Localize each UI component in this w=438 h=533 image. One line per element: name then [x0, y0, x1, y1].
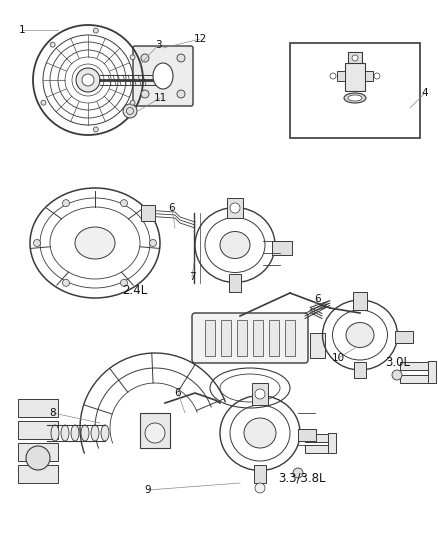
Ellipse shape [244, 418, 276, 448]
Ellipse shape [91, 425, 99, 441]
Bar [285, 320, 295, 356]
Bar [298, 429, 316, 441]
Ellipse shape [61, 425, 69, 441]
Circle shape [123, 104, 137, 118]
Bar [310, 333, 325, 358]
Bar [395, 331, 413, 343]
Bar [141, 205, 155, 221]
Bar [269, 320, 279, 356]
Bar [400, 362, 430, 370]
Circle shape [293, 468, 303, 478]
Circle shape [76, 68, 100, 92]
Circle shape [26, 446, 50, 470]
Circle shape [230, 203, 240, 213]
Bar [237, 320, 247, 356]
Bar [272, 241, 292, 255]
Text: 11: 11 [153, 93, 166, 103]
Text: 4: 4 [422, 88, 428, 98]
Text: 6: 6 [175, 388, 181, 398]
Ellipse shape [344, 93, 366, 103]
Bar [229, 274, 241, 292]
Bar [18, 421, 58, 439]
FancyBboxPatch shape [192, 313, 308, 363]
Bar [353, 292, 367, 310]
Ellipse shape [220, 231, 250, 259]
Bar [428, 361, 436, 383]
Ellipse shape [75, 227, 115, 259]
Text: 3.0L: 3.0L [385, 357, 410, 369]
Circle shape [33, 239, 40, 246]
Bar [18, 443, 58, 461]
Circle shape [63, 279, 70, 286]
Bar [205, 320, 215, 356]
Ellipse shape [71, 425, 79, 441]
Circle shape [374, 73, 380, 79]
Bar [253, 320, 263, 356]
Bar [400, 375, 430, 383]
Ellipse shape [153, 63, 173, 89]
Circle shape [177, 54, 185, 62]
Bar [270, 335, 305, 343]
Circle shape [130, 55, 135, 60]
Circle shape [149, 239, 156, 246]
Circle shape [330, 73, 336, 79]
Circle shape [352, 55, 358, 61]
Bar [221, 320, 231, 356]
Text: 8: 8 [49, 408, 57, 418]
Circle shape [255, 389, 265, 399]
Bar [254, 465, 266, 483]
Ellipse shape [81, 425, 89, 441]
Bar [328, 433, 336, 453]
Circle shape [93, 28, 98, 33]
FancyBboxPatch shape [133, 46, 193, 106]
Text: 10: 10 [332, 353, 345, 363]
Circle shape [130, 100, 135, 105]
Circle shape [120, 279, 127, 286]
Bar [227, 198, 243, 218]
Ellipse shape [101, 425, 109, 441]
Bar [18, 399, 58, 417]
Ellipse shape [51, 425, 59, 441]
Circle shape [82, 74, 94, 86]
Bar [348, 52, 362, 64]
Circle shape [392, 370, 402, 380]
Bar [305, 445, 330, 453]
Circle shape [93, 127, 98, 132]
Circle shape [50, 42, 55, 47]
Circle shape [177, 90, 185, 98]
Text: 12: 12 [193, 34, 207, 44]
Circle shape [255, 483, 265, 493]
Text: 2.4L: 2.4L [122, 285, 147, 297]
Bar [18, 465, 58, 483]
Bar [345, 63, 365, 91]
Text: 6: 6 [169, 203, 175, 213]
Text: 3: 3 [155, 40, 161, 50]
Bar [337, 71, 345, 81]
Bar [140, 413, 170, 448]
Circle shape [41, 100, 46, 105]
Ellipse shape [348, 95, 362, 101]
Circle shape [120, 200, 127, 207]
Text: 9: 9 [145, 485, 151, 495]
Text: 6: 6 [314, 294, 321, 304]
Ellipse shape [346, 322, 374, 348]
Text: 7: 7 [189, 272, 195, 282]
Text: 1: 1 [19, 25, 25, 35]
Bar [354, 362, 366, 378]
Circle shape [141, 90, 149, 98]
Bar [365, 71, 373, 81]
Bar [252, 383, 268, 405]
Text: 3.3/3.8L: 3.3/3.8L [278, 472, 325, 484]
Bar [305, 434, 330, 442]
Circle shape [63, 200, 70, 207]
Bar [290, 43, 420, 138]
Bar [270, 350, 305, 358]
Circle shape [141, 54, 149, 62]
Circle shape [145, 423, 165, 443]
